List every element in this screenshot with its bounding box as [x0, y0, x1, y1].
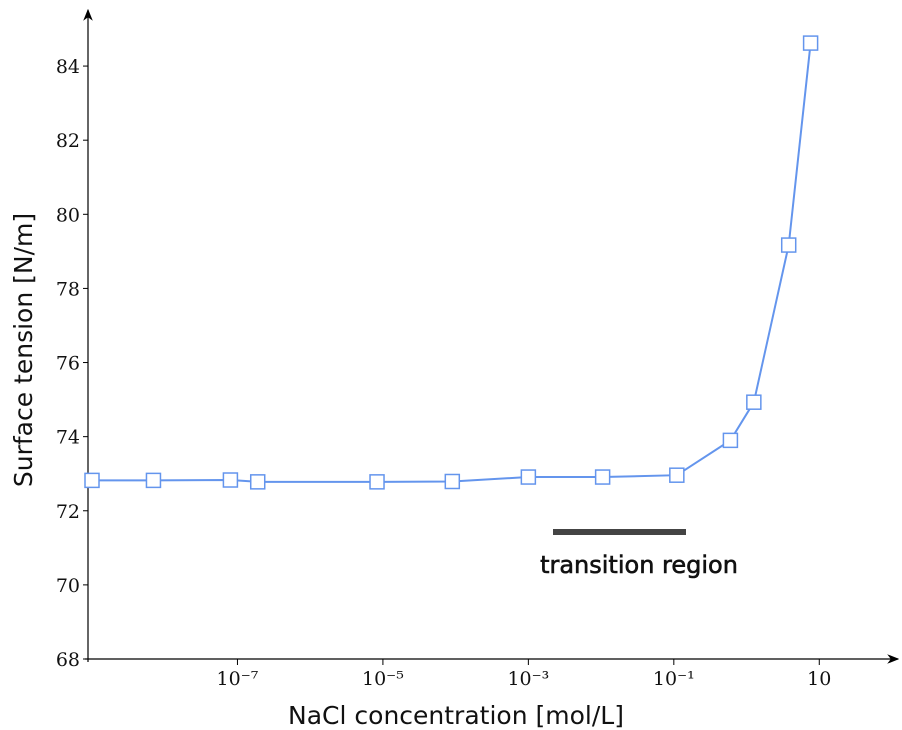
marker: [369, 474, 385, 490]
marker: [145, 472, 162, 489]
marker: [249, 474, 266, 490]
marker: [802, 35, 819, 51]
marker: [444, 473, 461, 490]
y-tick-label: 70: [56, 575, 80, 597]
x-axis-label: NaCl concentration [mol/L]: [288, 701, 624, 730]
y-tick-label: 72: [56, 501, 80, 523]
y-axis-label: Surface tension [N/m]: [9, 213, 38, 487]
x-tick-label: 10⁻¹: [653, 668, 695, 690]
y-tick-label: 84: [56, 56, 80, 78]
y-tick-label: 76: [56, 353, 80, 375]
marker: [746, 394, 762, 410]
marker: [84, 472, 100, 489]
x-tick-label: 10⁻⁷: [217, 668, 259, 690]
marker: [669, 467, 685, 483]
y-tick-label: 68: [56, 649, 80, 671]
x-tick-label: 10⁻³: [507, 668, 549, 690]
marker: [780, 237, 797, 253]
marker: [520, 469, 537, 485]
marker: [594, 469, 611, 485]
x-tick-label: 10⁻⁵: [362, 668, 404, 690]
y-tick-label: 74: [56, 427, 80, 449]
x-tick-label: 10: [807, 668, 831, 690]
y-tick-label: 80: [56, 204, 80, 226]
marker: [222, 472, 239, 488]
marker: [722, 432, 739, 449]
series-line: [92, 42, 812, 483]
y-tick-label: 78: [56, 278, 80, 300]
y-tick-label: 82: [56, 130, 80, 152]
annotation: transition region: [540, 551, 738, 579]
